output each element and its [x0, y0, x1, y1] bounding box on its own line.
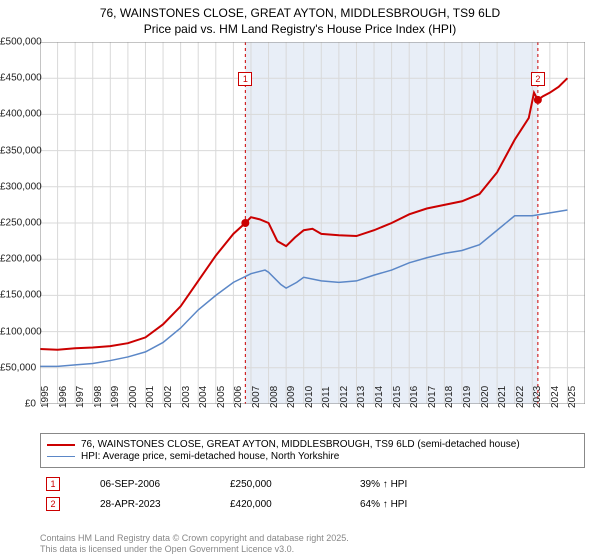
marker-date: 06-SEP-2006	[100, 479, 230, 490]
y-tick-label: £0	[0, 399, 36, 410]
marker-badge: 2	[46, 497, 60, 511]
marker-table-row: 2 28-APR-2023£420,00064% ↑ HPI	[40, 494, 585, 514]
x-tick-label: 2017	[427, 386, 431, 408]
markers-table: 1 06-SEP-2006£250,00039% ↑ HPI 2 28-APR-202…	[40, 474, 585, 514]
marker-delta: 64% ↑ HPI	[360, 499, 490, 510]
x-tick-label: 2003	[181, 386, 185, 408]
marker-table-row: 1 06-SEP-2006£250,00039% ↑ HPI	[40, 474, 585, 494]
x-tick-label: 2001	[145, 386, 149, 408]
x-tick-label: 2009	[286, 386, 290, 408]
x-tick-label: 2014	[374, 386, 378, 408]
marker-price: £420,000	[230, 499, 360, 510]
y-tick-label: £150,000	[0, 290, 36, 301]
x-tick-label: 2007	[251, 386, 255, 408]
x-tick-label: 2016	[409, 386, 413, 408]
x-tick-label: 2019	[462, 386, 466, 408]
x-tick-label: 1996	[58, 386, 62, 408]
x-tick-label: 2010	[304, 386, 308, 408]
y-tick-label: £100,000	[0, 326, 36, 337]
legend-item: HPI: Average price, semi-detached house,…	[47, 451, 578, 462]
x-tick-label: 2024	[550, 386, 554, 408]
attribution-line2: This data is licensed under the Open Gov…	[40, 544, 349, 556]
title-line1: 76, WAINSTONES CLOSE, GREAT AYTON, MIDDL…	[10, 6, 590, 22]
x-tick-label: 1998	[93, 386, 97, 408]
x-tick-label: 2025	[567, 386, 571, 408]
chart-svg	[40, 42, 585, 404]
x-tick-label: 2008	[269, 386, 273, 408]
marker-badge: 1	[46, 477, 60, 491]
y-tick-label: £400,000	[0, 109, 36, 120]
chart-marker-badge: 1	[238, 72, 252, 86]
y-tick-label: £250,000	[0, 218, 36, 229]
marker-price: £250,000	[230, 479, 360, 490]
x-tick-label: 2011	[321, 386, 325, 408]
x-tick-label: 1997	[75, 386, 79, 408]
x-tick-label: 2020	[480, 386, 484, 408]
x-tick-label: 1999	[110, 386, 114, 408]
legend-label: 76, WAINSTONES CLOSE, GREAT AYTON, MIDDL…	[81, 439, 520, 450]
legend-label: HPI: Average price, semi-detached house,…	[81, 451, 339, 462]
x-tick-label: 2012	[339, 386, 343, 408]
y-tick-label: £500,000	[0, 37, 36, 48]
attribution: Contains HM Land Registry data © Crown c…	[40, 533, 349, 556]
y-tick-label: £50,000	[0, 362, 36, 373]
x-tick-label: 2000	[128, 386, 132, 408]
x-tick-label: 2023	[532, 386, 536, 408]
x-tick-label: 2002	[163, 386, 167, 408]
x-tick-label: 2004	[198, 386, 202, 408]
x-tick-label: 2018	[444, 386, 448, 408]
legend-swatch	[47, 456, 75, 458]
x-tick-label: 2013	[356, 386, 360, 408]
attribution-line1: Contains HM Land Registry data © Crown c…	[40, 533, 349, 545]
y-tick-label: £200,000	[0, 254, 36, 265]
y-tick-label: £450,000	[0, 73, 36, 84]
x-tick-label: 2005	[216, 386, 220, 408]
legend-swatch	[47, 444, 75, 446]
title-line2: Price paid vs. HM Land Registry's House …	[10, 22, 590, 38]
x-tick-label: 2006	[233, 386, 237, 408]
marker-date: 28-APR-2023	[100, 499, 230, 510]
y-tick-label: £350,000	[0, 145, 36, 156]
x-tick-label: 1995	[40, 386, 44, 408]
chart-marker-badge: 2	[531, 72, 545, 86]
y-tick-label: £300,000	[0, 181, 36, 192]
chart-title: 76, WAINSTONES CLOSE, GREAT AYTON, MIDDL…	[0, 0, 600, 39]
marker-delta: 39% ↑ HPI	[360, 479, 490, 490]
chart-area: £0£50,000£100,000£150,000£200,000£250,00…	[40, 42, 585, 404]
x-tick-label: 2021	[497, 386, 501, 408]
x-tick-label: 2015	[392, 386, 396, 408]
legend-item: 76, WAINSTONES CLOSE, GREAT AYTON, MIDDL…	[47, 439, 578, 450]
legend: 76, WAINSTONES CLOSE, GREAT AYTON, MIDDL…	[40, 433, 585, 468]
x-tick-label: 2022	[515, 386, 519, 408]
